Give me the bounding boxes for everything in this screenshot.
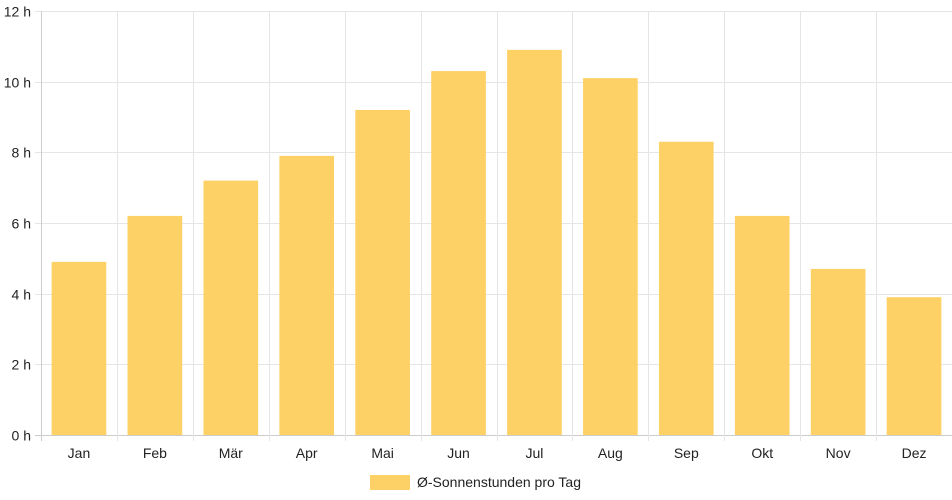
bar-mär[interactable] [203,180,259,435]
x-tick-label: Dez [902,445,927,461]
bar-mai[interactable] [355,109,410,435]
x-tick-label: Jul [526,445,544,461]
bar-sep[interactable] [658,141,714,435]
y-tick-label: 2 h [12,357,31,373]
bar-okt[interactable] [734,215,790,435]
bar-jun[interactable] [431,71,486,436]
y-tick-label: 12 h [4,4,31,20]
bars [51,49,942,436]
bar-feb[interactable] [127,215,183,435]
x-tick-label: Aug [598,445,623,461]
grid-lines [35,11,952,441]
bar-aug[interactable] [583,78,638,435]
y-tick-label: 4 h [12,287,31,303]
y-tick-label: 8 h [12,145,31,161]
y-tick-label: 0 h [12,428,31,444]
bar-jul[interactable] [507,49,562,435]
legend[interactable]: Ø-Sonnenstunden pro Tag [370,474,581,490]
bar-jan[interactable] [51,261,107,435]
x-tick-label: Apr [296,445,318,461]
x-tick-label: Jun [447,445,470,461]
x-tick-label: Nov [826,445,851,461]
axes: 0 h 2 h 4 h 6 h 8 h 10 h 12 h Jan Feb Mär Apr Mai Ju… [4,4,927,462]
x-tick-label: Okt [751,445,773,461]
x-tick-label: Mai [371,445,394,461]
y-tick-label: 10 h [4,75,31,91]
x-tick-label: Mär [219,445,243,461]
legend-swatch [370,475,410,490]
bar-dez[interactable] [886,297,942,435]
legend-label: Ø-Sonnenstunden pro Tag [417,474,581,490]
bar-nov[interactable] [810,268,866,435]
y-tick-label: 6 h [12,216,31,232]
bar-apr[interactable] [279,155,335,435]
x-tick-label: Sep [674,445,699,461]
x-tick-label: Feb [143,445,167,461]
x-tick-label: Jan [68,445,91,461]
